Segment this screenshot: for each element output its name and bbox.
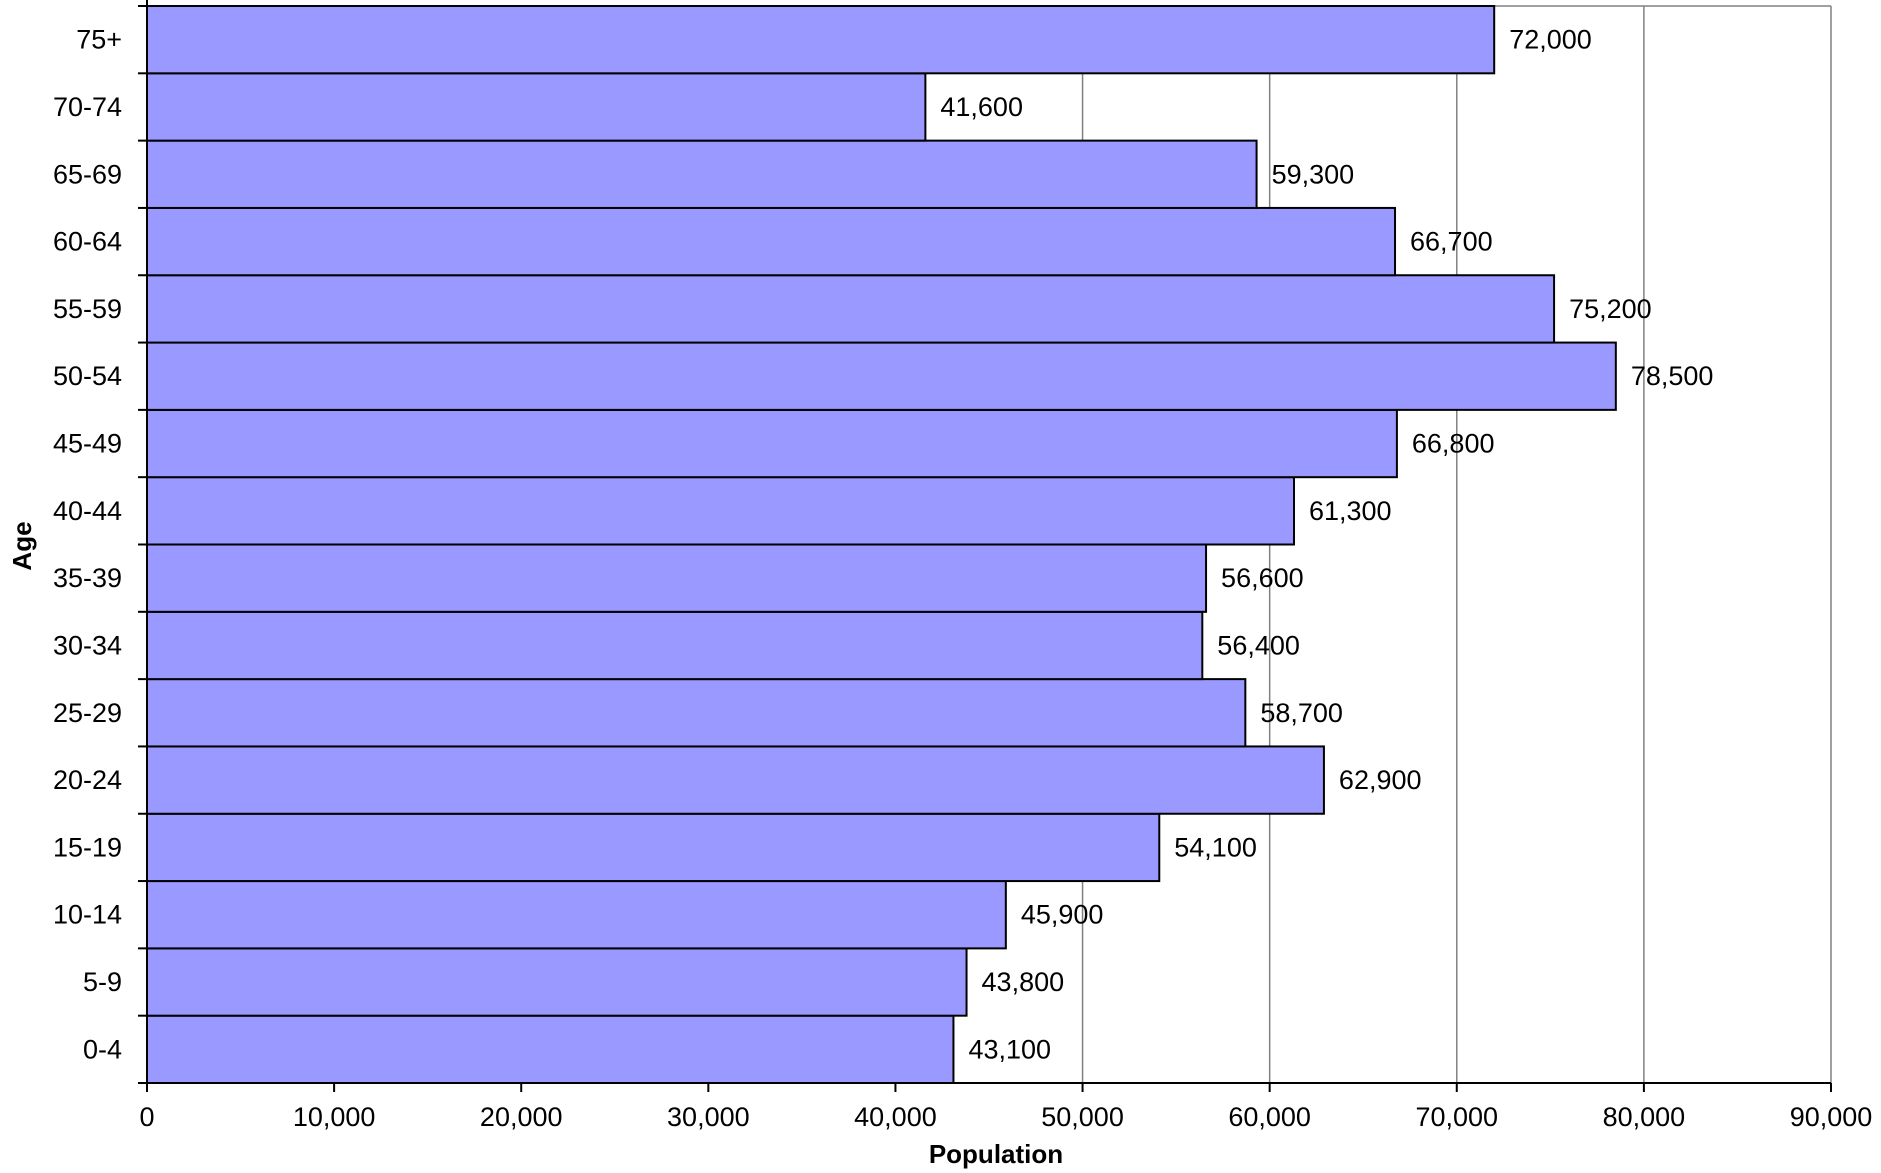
x-tick-label: 50,000 — [1041, 1102, 1124, 1132]
category-label: 65-69 — [53, 159, 122, 189]
category-label: 70-74 — [53, 92, 122, 122]
x-tick-label: 30,000 — [667, 1102, 750, 1132]
category-label: 30-34 — [53, 630, 122, 660]
x-tick-label: 80,000 — [1603, 1102, 1686, 1132]
bar — [146, 476, 1295, 546]
bar — [146, 610, 1204, 681]
data-label: 45,900 — [1021, 900, 1104, 930]
data-label: 66,800 — [1412, 429, 1495, 459]
data-label: 62,900 — [1339, 765, 1422, 795]
category-label: 35-39 — [53, 563, 122, 593]
category-label: 25-29 — [53, 698, 122, 728]
category-label: 75+ — [76, 25, 122, 55]
data-label: 61,300 — [1309, 496, 1392, 526]
category-label: 5-9 — [83, 967, 122, 997]
bar — [146, 543, 1208, 613]
bar — [146, 5, 1496, 75]
bar — [146, 745, 1325, 815]
category-label: 50-54 — [53, 361, 122, 391]
x-axis-title: Population — [929, 1139, 1063, 1169]
bars — [146, 5, 1617, 1084]
x-tick-label: 60,000 — [1228, 1102, 1311, 1132]
data-label: 54,100 — [1174, 832, 1257, 862]
category-label: 20-24 — [53, 765, 122, 795]
data-label: 41,600 — [940, 92, 1023, 122]
x-tick-label: 40,000 — [854, 1102, 937, 1132]
category-label: 10-14 — [53, 900, 122, 930]
x-tick-label: 0 — [139, 1102, 154, 1132]
bar — [146, 947, 968, 1017]
category-label: 60-64 — [53, 227, 122, 257]
labels: 43,100 0-4 43,800 5-9 45,900 10-14 54,100 15-19… — [53, 25, 1872, 1132]
category-label: 40-44 — [53, 496, 122, 526]
bar — [146, 408, 1398, 479]
y-axis-title: Age — [7, 521, 37, 570]
x-tick-label: 10,000 — [293, 1102, 376, 1132]
data-label: 43,800 — [982, 967, 1065, 997]
axes — [138, 0, 1832, 1092]
bar — [146, 1014, 955, 1084]
data-label: 66,700 — [1410, 227, 1493, 257]
bar — [146, 678, 1247, 748]
bar — [146, 139, 1258, 209]
bar — [146, 274, 1556, 344]
bar — [146, 341, 1617, 411]
bar — [146, 72, 927, 142]
bar — [146, 880, 1007, 950]
data-label: 75,200 — [1569, 294, 1652, 324]
category-label: 15-19 — [53, 832, 122, 862]
bar — [146, 206, 1397, 277]
data-label: 59,300 — [1272, 159, 1355, 189]
category-label: 55-59 — [53, 294, 122, 324]
data-label: 58,700 — [1260, 698, 1343, 728]
data-label: 72,000 — [1509, 25, 1592, 55]
data-label: 56,400 — [1217, 630, 1300, 660]
x-tick-label: 70,000 — [1415, 1102, 1498, 1132]
data-label: 78,500 — [1631, 361, 1714, 391]
category-label: 45-49 — [53, 429, 122, 459]
category-label: 0-4 — [83, 1034, 122, 1064]
data-label: 56,600 — [1221, 563, 1304, 593]
bar — [146, 812, 1161, 883]
x-tick-label: 20,000 — [480, 1102, 563, 1132]
data-label: 43,100 — [968, 1034, 1051, 1064]
x-tick-label: 90,000 — [1790, 1102, 1873, 1132]
